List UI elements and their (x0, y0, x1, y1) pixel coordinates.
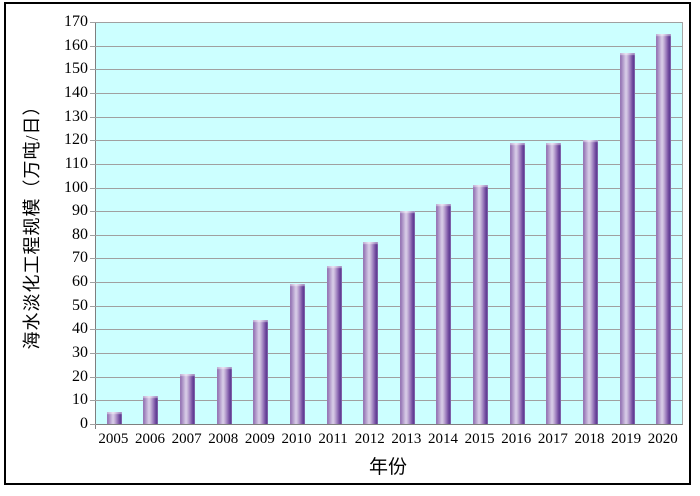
gridline-130 (90, 116, 682, 118)
bar-2020 (656, 33, 672, 424)
y-axis-tick-below (95, 424, 96, 429)
bar-2017 (546, 142, 562, 424)
bar-2014 (436, 204, 452, 424)
gridline-150 (90, 69, 682, 71)
bar-2005 (106, 412, 122, 424)
bar-2019 (619, 52, 635, 424)
y-axis-title: 海水淡化工程规模（万吨/日） (22, 96, 42, 350)
x-axis-title: 年份 (368, 457, 407, 478)
bar-2010 (289, 284, 305, 424)
bar-2006 (143, 395, 159, 424)
gridline-160 (90, 45, 682, 47)
gridline-140 (90, 92, 682, 94)
bar-2008 (216, 367, 232, 424)
gridline-170 (90, 22, 682, 23)
bar-2011 (326, 265, 342, 424)
bar-2013 (399, 211, 415, 424)
plot-area (90, 22, 683, 429)
bar-2016 (509, 142, 525, 424)
bar-2018 (582, 140, 598, 424)
bar-2012 (363, 241, 379, 424)
bar-2015 (473, 185, 489, 424)
bar-2009 (253, 319, 269, 424)
y-tick-0 (90, 424, 96, 425)
bar-2007 (180, 374, 196, 424)
